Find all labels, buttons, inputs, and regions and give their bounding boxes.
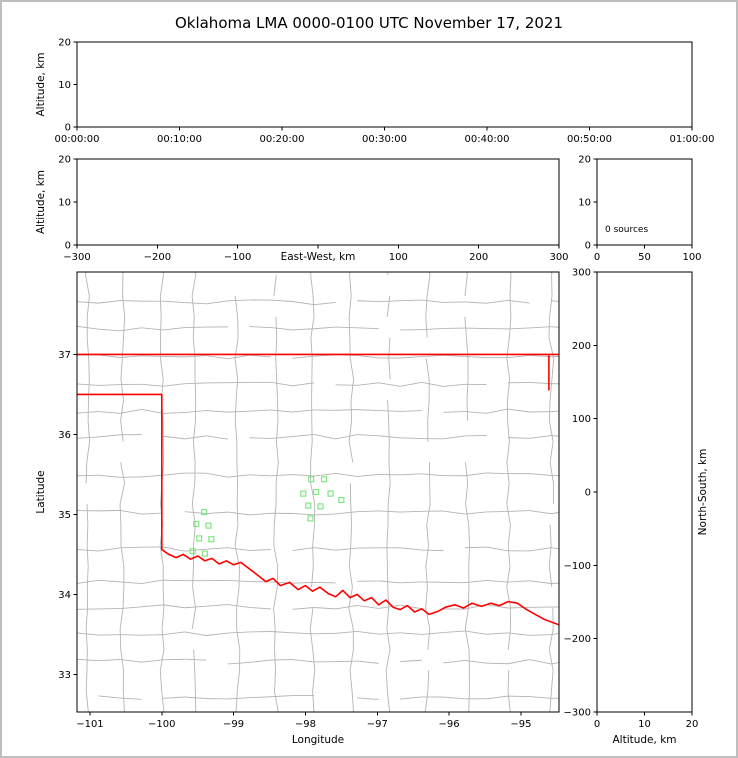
y-tick-label: 300 xyxy=(572,268,591,279)
lma-station-marker xyxy=(205,522,212,529)
lma-station-marker xyxy=(338,496,345,504)
lma-station-marker xyxy=(201,550,208,557)
x-tick-label: 20 xyxy=(686,719,699,730)
lma-stations xyxy=(189,476,345,557)
x-tick-label: −300 xyxy=(63,252,90,263)
x-tick-label: 50 xyxy=(638,252,651,263)
y-tick-label: 100 xyxy=(572,414,591,425)
x-tick-label: 0 xyxy=(594,252,600,263)
y-tick-label: 33 xyxy=(58,670,71,681)
x-tick-label: −95 xyxy=(510,719,531,730)
y-axis-label: Altitude, km xyxy=(35,170,47,234)
state-border xyxy=(77,353,559,626)
lma-station-marker xyxy=(189,548,196,555)
lma-station-marker xyxy=(327,490,334,497)
x-tick-label: 300 xyxy=(549,252,568,263)
x-tick-label: 100 xyxy=(389,252,408,263)
map-layers xyxy=(77,272,559,712)
x-axis-label: Altitude, km xyxy=(612,734,676,746)
y-tick-label: 10 xyxy=(58,198,71,209)
y-tick-label: 0 xyxy=(65,241,71,252)
x-tick-label: 01:00:00 xyxy=(670,134,715,145)
panel-ew-height: −300 −200 −100 100 200 300 0 10 20 East-West, km A… xyxy=(35,155,569,264)
y-tick-label: 200 xyxy=(572,341,591,352)
x-tick-label: 200 xyxy=(469,252,488,263)
x-tick-label: −100 xyxy=(224,252,251,263)
lma-station-marker xyxy=(193,520,200,528)
x-tick-label: 00:00:00 xyxy=(55,134,100,145)
y-tick-label: 0 xyxy=(585,241,591,252)
y-tick-label: 10 xyxy=(58,80,71,91)
x-tick-label: −100 xyxy=(148,719,175,730)
lma-station-marker xyxy=(305,502,312,509)
y-tick-label: 20 xyxy=(58,155,71,166)
x-tick-label: 100 xyxy=(682,252,701,263)
x-tick-label: 00:20:00 xyxy=(260,134,305,145)
plot-frame xyxy=(76,158,560,246)
panel-time-height: 00:00:00 00:10:00 00:20:00 00:30:00 00:40:00… xyxy=(35,38,714,146)
y-tick-label: −100 xyxy=(564,561,591,572)
lma-station-marker xyxy=(300,490,307,497)
y-tick-label: 20 xyxy=(58,38,71,49)
lma-station-marker xyxy=(307,515,314,522)
y-axis-label: Latitude xyxy=(35,470,47,513)
x-axis-label: East-West, km xyxy=(281,251,356,263)
lma-station-marker xyxy=(208,536,215,543)
x-tick-label: 0 xyxy=(594,719,600,730)
y-tick-label: 20 xyxy=(578,155,591,166)
x-tick-label: −96 xyxy=(439,719,460,730)
y-tick-label: 0 xyxy=(585,488,591,499)
x-tick-label: −98 xyxy=(295,719,316,730)
y-tick-label: 0 xyxy=(65,123,71,134)
lma-station-marker xyxy=(201,508,208,516)
lma-station-marker xyxy=(317,503,324,510)
x-tick-label: −99 xyxy=(223,719,244,730)
plot-frame xyxy=(76,271,560,713)
x-tick-label: −97 xyxy=(367,719,388,730)
panel-source-histogram: 0 50 100 0 10 20 0 sources xyxy=(578,155,701,264)
x-tick-label: 10 xyxy=(638,719,651,730)
y-axis-label: North-South, km xyxy=(697,449,709,536)
y-tick-label: −300 xyxy=(564,708,591,719)
panel-plan-view: −101 −100 −99 −98 −97 −96 −95 33 34 35 36 37 Longitu… xyxy=(35,271,560,746)
lma-station-marker xyxy=(313,488,320,496)
plot-title: Oklahoma LMA 0000-0100 UTC November 17, … xyxy=(174,14,564,32)
y-tick-label: 36 xyxy=(58,430,71,441)
x-tick-label: 00:40:00 xyxy=(465,134,510,145)
x-tick-label: −200 xyxy=(144,252,171,263)
x-tick-label: 00:50:00 xyxy=(567,134,612,145)
plot-frame xyxy=(596,271,693,713)
y-tick-label: 37 xyxy=(58,350,71,361)
panel-ns-height: 0 10 20 −300 −200 −100 0 100 200 300 Altitude, km N… xyxy=(564,268,709,747)
lma-station-marker xyxy=(308,476,315,483)
y-tick-label: 35 xyxy=(58,510,71,521)
lma-station-marker xyxy=(321,476,328,483)
plot-frame xyxy=(76,41,693,128)
county-boundaries xyxy=(77,272,559,712)
x-tick-label: 00:10:00 xyxy=(157,134,202,145)
lma-station-marker xyxy=(196,535,203,542)
x-tick-label: −101 xyxy=(76,719,103,730)
state-border-line xyxy=(77,393,559,626)
x-axis-label: Longitude xyxy=(292,734,344,746)
y-axis-label: Altitude, km xyxy=(35,52,47,116)
y-tick-label: 10 xyxy=(578,198,591,209)
y-tick-label: −200 xyxy=(564,634,591,645)
source-count-annotation: 0 sources xyxy=(605,225,648,235)
y-tick-label: 34 xyxy=(58,590,71,601)
x-tick-label: 00:30:00 xyxy=(362,134,407,145)
